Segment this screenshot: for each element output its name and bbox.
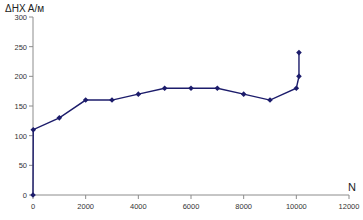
x-tick-label: 0 [31,202,35,211]
series-marker [296,74,302,80]
x-tick [138,195,139,199]
x-tick [296,195,297,199]
x-tick-label: 4000 [130,202,147,211]
y-tick [29,135,33,136]
chart-root: 0 50 100 150 200 250 300 0 2000 4000 6000 8000 10000… [0,0,363,220]
y-tick [29,106,33,107]
series-marker [30,192,36,198]
y-tick-label: 100 [14,132,27,141]
x-tick [85,195,86,199]
y-tick-label: 300 [14,13,27,22]
x-axis-label: N [348,181,356,193]
series-marker [241,91,247,97]
plot-area [30,50,302,198]
y-tick [29,165,33,166]
y-tick [29,17,33,18]
series-line [33,53,299,195]
series-marker [188,85,194,91]
y-tick [29,76,33,77]
series-marker [30,127,36,133]
x-tick-label: 6000 [183,202,200,211]
x-tick-label: 10000 [286,202,307,211]
y-tick-label: 200 [14,72,27,81]
y-tick [29,46,33,47]
series-marker [136,91,142,97]
y-tick-label: 250 [14,43,27,52]
y-tick-label: 0 [23,191,27,200]
y-tick-label: 150 [14,102,27,111]
y-tick-label: 50 [19,161,27,170]
series-marker [267,97,273,103]
series-marker [294,85,300,91]
chart-svg: 0 50 100 150 200 250 300 0 2000 4000 6000 8000 10000… [0,0,363,220]
x-tick [191,195,192,199]
series-marker [57,115,63,121]
y-axis-label: ΔHX A/м [5,3,44,14]
x-tick-label: 12000 [339,202,360,211]
series-marker [215,85,221,91]
series-marker [296,50,302,56]
series-marker [109,97,115,103]
x-tick [349,195,350,199]
x-tick [243,195,244,199]
series-marker [162,85,168,91]
x-tick-label: 8000 [235,202,252,211]
series-marker [83,97,89,103]
x-tick-label: 2000 [77,202,94,211]
